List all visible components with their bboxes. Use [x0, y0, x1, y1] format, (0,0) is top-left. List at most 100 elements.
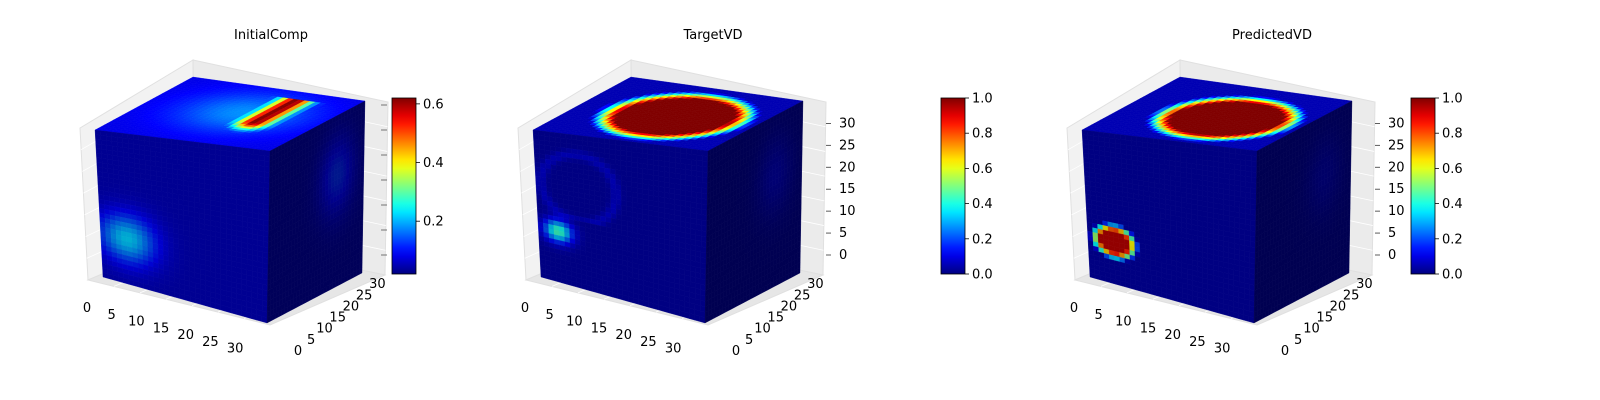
- voxel-face-cell: [247, 169, 254, 176]
- voxel-face-cell: [264, 166, 270, 173]
- x-tick-label: 15: [153, 321, 170, 336]
- voxel-face-cell: [226, 171, 232, 178]
- voxel-face-cell: [593, 151, 600, 158]
- voxel-face-cell: [258, 170, 265, 178]
- voxel-face-cell: [554, 132, 561, 139]
- y-tick-label: 5: [307, 333, 315, 348]
- voxel-face-cell: [598, 152, 605, 159]
- x-tick-label: 5: [108, 308, 116, 323]
- voxel-face-cell: [592, 137, 599, 143]
- voxel-face-cell: [658, 175, 665, 183]
- voxel-face-cell: [615, 154, 621, 161]
- voxel-face-cell: [647, 158, 654, 166]
- voxel-face-cell: [182, 145, 189, 152]
- voxel-face-cell: [198, 142, 205, 149]
- voxel-face-cell: [664, 176, 670, 184]
- voxel-face-cell: [258, 165, 265, 172]
- voxel-face-cell: [598, 147, 605, 154]
- voxel-face-cell: [258, 192, 265, 199]
- voxel-face-cell: [658, 144, 665, 152]
- voxel-face-cell: [642, 148, 649, 155]
- voxel-face-cell: [160, 142, 167, 149]
- voxel-face-cell: [198, 167, 205, 174]
- voxel-face-cell: [253, 159, 260, 166]
- voxel-face-cell: [242, 152, 249, 160]
- voxel-face-cell: [571, 139, 578, 146]
- voxel-face-cell: [669, 172, 676, 179]
- voxel-face-cell: [258, 181, 265, 189]
- voxel-face-cell: [171, 148, 178, 155]
- voxel-face-cell: [658, 165, 665, 172]
- voxel-face-cell: [593, 146, 600, 153]
- voxel-face-cell: [631, 146, 638, 153]
- voxel-face-cell: [144, 140, 151, 147]
- voxel-face-cell: [593, 141, 600, 148]
- voxel-face-cell: [653, 164, 659, 172]
- voxel-face-cell: [636, 162, 643, 169]
- voxel-face-cell: [253, 164, 260, 172]
- voxel-face-cell: [160, 152, 167, 159]
- voxel-face-cell: [669, 156, 676, 163]
- x-tick-label: 25: [202, 335, 219, 350]
- voxel-face-cell: [155, 151, 162, 158]
- voxel-face-cell: [204, 158, 211, 165]
- voxel-face-cell: [603, 138, 610, 145]
- voxel-face-cell: [604, 157, 611, 165]
- voxel-face-cell: [138, 135, 145, 141]
- voxel-face-cell: [625, 140, 632, 148]
- voxel-face-cell: [582, 145, 589, 152]
- voxel-face-cell: [226, 166, 232, 173]
- x-tick-label: 30: [227, 342, 244, 357]
- voxel-face-cell: [193, 166, 200, 174]
- voxel-face-cell: [658, 170, 665, 178]
- voxel-face-cell: [625, 150, 632, 158]
- voxel-face-cell: [582, 135, 589, 142]
- voxel-face-cell: [144, 150, 151, 157]
- voxel-face-cell: [264, 150, 271, 157]
- voxel-face-cell: [653, 149, 659, 156]
- voxel-face-cell: [631, 156, 638, 163]
- voxel-face-cell: [658, 160, 665, 167]
- voxel-face-cell: [252, 180, 259, 188]
- voxel-face-cell: [160, 137, 167, 144]
- voxel-face-cell: [253, 148, 260, 156]
- voxel-face-cell: [664, 150, 670, 158]
- voxel-face-cell: [543, 135, 551, 142]
- voxel-face-cell: [187, 140, 194, 148]
- y-tick-label: 30: [369, 277, 386, 292]
- voxel-face-cell: [242, 184, 248, 191]
- voxel-face-cell: [258, 176, 265, 183]
- voxel-face-cell: [658, 150, 665, 157]
- voxel-face-cell: [636, 167, 643, 174]
- voxel-face-cell: [215, 154, 221, 161]
- voxel-face-cell: [615, 149, 621, 156]
- voxel-face-cell: [242, 173, 249, 181]
- voxel-face-cell: [204, 142, 211, 150]
- voxel-face-cell: [220, 165, 227, 172]
- voxel-face-cell: [242, 163, 249, 170]
- voxel-face-cell: [149, 146, 156, 153]
- voxel-face-cell: [565, 138, 572, 145]
- voxel-face-cell: [94, 129, 101, 136]
- voxel-face-cell: [236, 146, 243, 154]
- voxel-face-cell: [215, 149, 221, 156]
- colorbar-tick-label: 0.2: [423, 215, 444, 230]
- voxel-face-cell: [193, 156, 200, 163]
- voxel-face-cell: [242, 189, 248, 197]
- voxel-face-cell: [133, 143, 140, 150]
- voxel-face-cell: [133, 134, 140, 141]
- voxel-face-cell: [182, 155, 189, 162]
- voxel-face-cell: [220, 180, 227, 188]
- voxel-face-cell: [177, 154, 183, 161]
- voxel-face-cell: [247, 153, 254, 160]
- voxel-face-cell: [626, 165, 632, 173]
- voxel-face-cell: [209, 164, 216, 171]
- voxel-face-cell: [231, 167, 238, 174]
- voxel-face-cell: [664, 166, 670, 173]
- voxel-face-cell: [620, 140, 627, 147]
- voxel-face-cell: [647, 148, 654, 155]
- voxel-face-cell: [209, 174, 216, 181]
- voxel-face-cell: [609, 143, 616, 150]
- voxel-face-cell: [576, 144, 583, 151]
- voxel-face-cell: [258, 160, 265, 167]
